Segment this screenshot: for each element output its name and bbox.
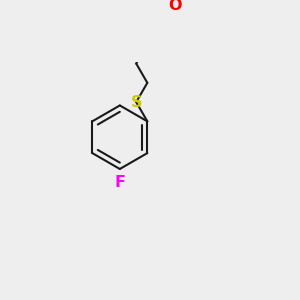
Text: S: S [130, 94, 142, 110]
Text: O: O [169, 0, 182, 13]
Text: F: F [114, 175, 125, 190]
